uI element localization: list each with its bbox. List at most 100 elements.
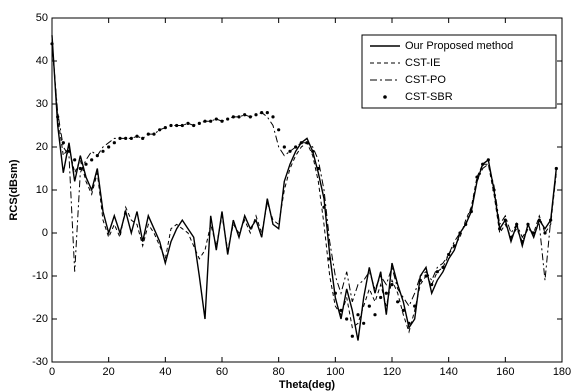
data-point bbox=[458, 231, 462, 235]
x-tick-label: 160 bbox=[496, 366, 514, 378]
data-point bbox=[67, 149, 71, 153]
data-point bbox=[294, 145, 298, 149]
x-tick-label: 60 bbox=[216, 366, 228, 378]
y-tick-label: 10 bbox=[36, 184, 48, 196]
data-point bbox=[384, 291, 388, 295]
data-point bbox=[277, 128, 281, 132]
data-point bbox=[362, 321, 366, 325]
data-point bbox=[141, 136, 145, 140]
data-point bbox=[186, 121, 190, 125]
data-point bbox=[356, 313, 360, 317]
data-point bbox=[107, 145, 111, 149]
data-point bbox=[543, 231, 547, 235]
data-point bbox=[481, 162, 485, 166]
x-tick-label: 100 bbox=[326, 366, 344, 378]
data-point bbox=[475, 175, 479, 179]
legend-label: CST-PO bbox=[405, 74, 446, 86]
x-tick-label: 120 bbox=[383, 366, 401, 378]
data-point bbox=[333, 291, 337, 295]
y-tick-label: -10 bbox=[32, 270, 48, 282]
data-point bbox=[56, 115, 60, 119]
legend-label: CST-SBR bbox=[405, 91, 453, 103]
data-point bbox=[271, 115, 275, 119]
data-point bbox=[243, 113, 247, 117]
series-line bbox=[51, 35, 557, 341]
legend-label: CST-IE bbox=[405, 57, 440, 69]
data-point bbox=[328, 257, 332, 261]
data-point bbox=[430, 283, 434, 287]
legend-label: Our Proposed method bbox=[405, 40, 513, 52]
data-point bbox=[447, 252, 451, 257]
data-point bbox=[509, 235, 513, 239]
data-point bbox=[407, 321, 411, 325]
data-point bbox=[118, 136, 122, 140]
data-point bbox=[305, 141, 309, 145]
data-point bbox=[435, 270, 439, 274]
data-point bbox=[379, 295, 383, 300]
y-tick-label: 40 bbox=[36, 55, 48, 67]
data-point bbox=[486, 158, 490, 162]
data-point bbox=[169, 123, 173, 128]
x-tick-label: 20 bbox=[103, 366, 115, 378]
data-point bbox=[101, 149, 105, 153]
data-point bbox=[124, 136, 128, 140]
data-point bbox=[464, 222, 468, 226]
data-point bbox=[396, 300, 400, 304]
data-point bbox=[282, 145, 286, 149]
y-axis-label: RCS(dBsm) bbox=[8, 159, 20, 220]
data-point bbox=[209, 119, 213, 123]
data-point bbox=[265, 111, 269, 115]
data-point bbox=[367, 304, 371, 308]
data-point bbox=[452, 244, 456, 248]
data-point bbox=[299, 141, 303, 145]
data-point bbox=[503, 218, 507, 222]
data-point bbox=[373, 313, 377, 317]
data-point bbox=[288, 149, 292, 153]
data-point bbox=[84, 162, 88, 166]
data-point bbox=[73, 158, 77, 162]
data-point bbox=[520, 240, 524, 244]
data-point bbox=[441, 265, 445, 269]
data-point bbox=[163, 126, 167, 130]
y-tick-label: -30 bbox=[32, 356, 48, 368]
data-point bbox=[129, 136, 133, 140]
legend-box bbox=[361, 34, 557, 109]
data-point bbox=[554, 166, 558, 171]
data-point bbox=[549, 218, 553, 222]
y-tick-label: 0 bbox=[42, 227, 48, 239]
data-point bbox=[424, 274, 428, 278]
data-point bbox=[532, 231, 536, 235]
data-point bbox=[175, 123, 179, 128]
data-point bbox=[61, 141, 65, 145]
legend-marker bbox=[383, 95, 387, 99]
data-point bbox=[146, 132, 150, 136]
x-tick-label: 0 bbox=[49, 366, 55, 378]
data-point bbox=[95, 154, 99, 158]
data-point bbox=[180, 123, 184, 128]
data-point bbox=[158, 128, 162, 132]
data-point bbox=[311, 149, 315, 153]
data-point bbox=[90, 158, 94, 162]
data-point bbox=[339, 308, 343, 312]
data-point bbox=[390, 283, 394, 287]
x-tick-label: 140 bbox=[439, 366, 457, 378]
data-point bbox=[214, 117, 218, 121]
data-point bbox=[515, 222, 519, 226]
y-tick-label: -20 bbox=[32, 313, 48, 325]
data-point bbox=[526, 222, 530, 226]
data-point bbox=[152, 132, 156, 136]
x-tick-label: 80 bbox=[273, 366, 285, 378]
data-point bbox=[418, 278, 422, 282]
y-tick-label: 30 bbox=[36, 98, 48, 110]
data-point bbox=[203, 119, 207, 123]
data-point bbox=[316, 166, 320, 171]
data-point bbox=[135, 134, 139, 138]
data-point bbox=[112, 141, 116, 145]
data-point bbox=[345, 317, 349, 321]
data-point bbox=[260, 111, 264, 115]
data-point bbox=[248, 115, 252, 119]
data-point bbox=[231, 115, 235, 119]
x-tick-label: 40 bbox=[159, 366, 171, 378]
data-point bbox=[350, 334, 354, 338]
